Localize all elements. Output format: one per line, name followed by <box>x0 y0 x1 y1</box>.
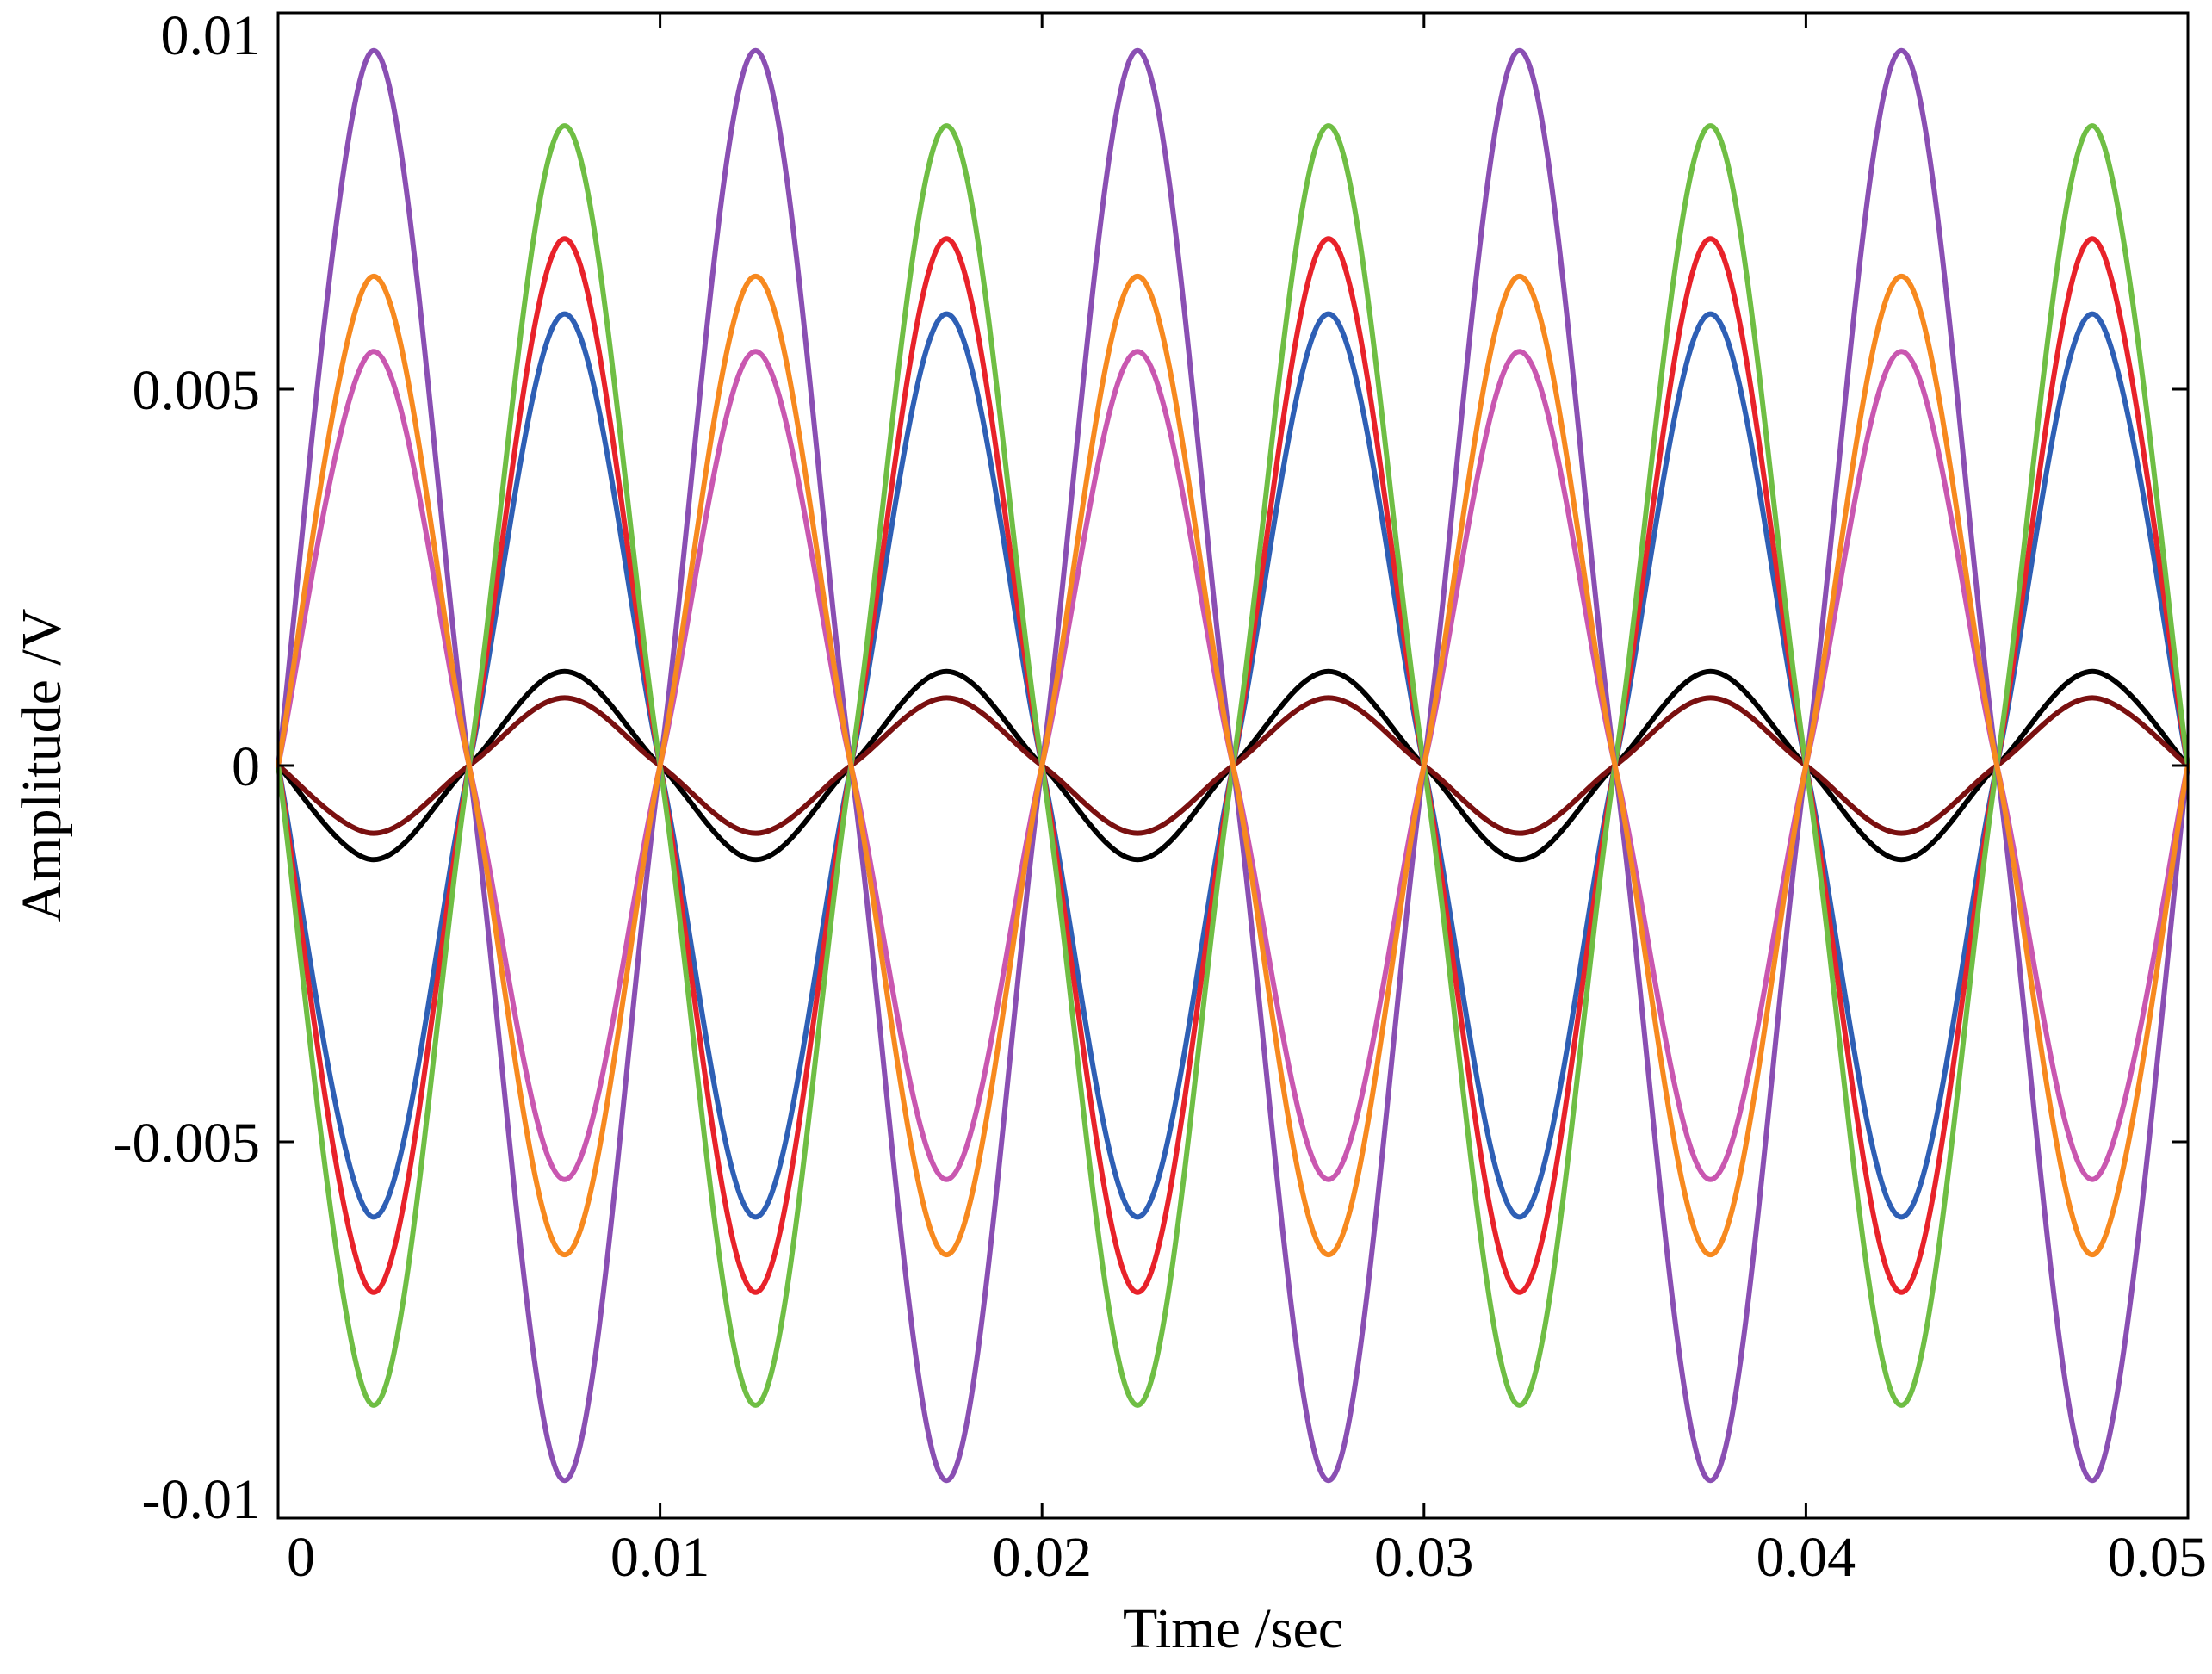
y-tick-label-1: 0.005 <box>133 359 261 422</box>
y-tick-label-2: 0 <box>232 735 260 798</box>
x-tick-label-1: 0.01 <box>610 1526 710 1589</box>
x-tick-label-2: 0.02 <box>992 1526 1092 1589</box>
ticks-layer: 0 0.01 0.02 0.03 0.04 0.05 0.01 0.005 0 -0.005 -0.… <box>114 4 2207 1589</box>
y-tick-label-4: -0.01 <box>142 1468 260 1531</box>
series-line-8 <box>276 273 2190 1258</box>
y-tick-label-0: 0.01 <box>161 4 261 67</box>
series-layer <box>276 47 2190 1484</box>
x-tick-label-5: 0.05 <box>2108 1526 2208 1589</box>
x-tick-label-3: 0.03 <box>1374 1526 1474 1589</box>
x-tick-label-4: 0.04 <box>1757 1526 1856 1589</box>
y-tick-label-3: -0.005 <box>114 1112 260 1175</box>
x-tick-label-0: 0 <box>287 1526 315 1589</box>
x-axis-title: Time /sec <box>1123 1597 1343 1660</box>
y-axis-title: Amplitude /V <box>10 609 73 923</box>
